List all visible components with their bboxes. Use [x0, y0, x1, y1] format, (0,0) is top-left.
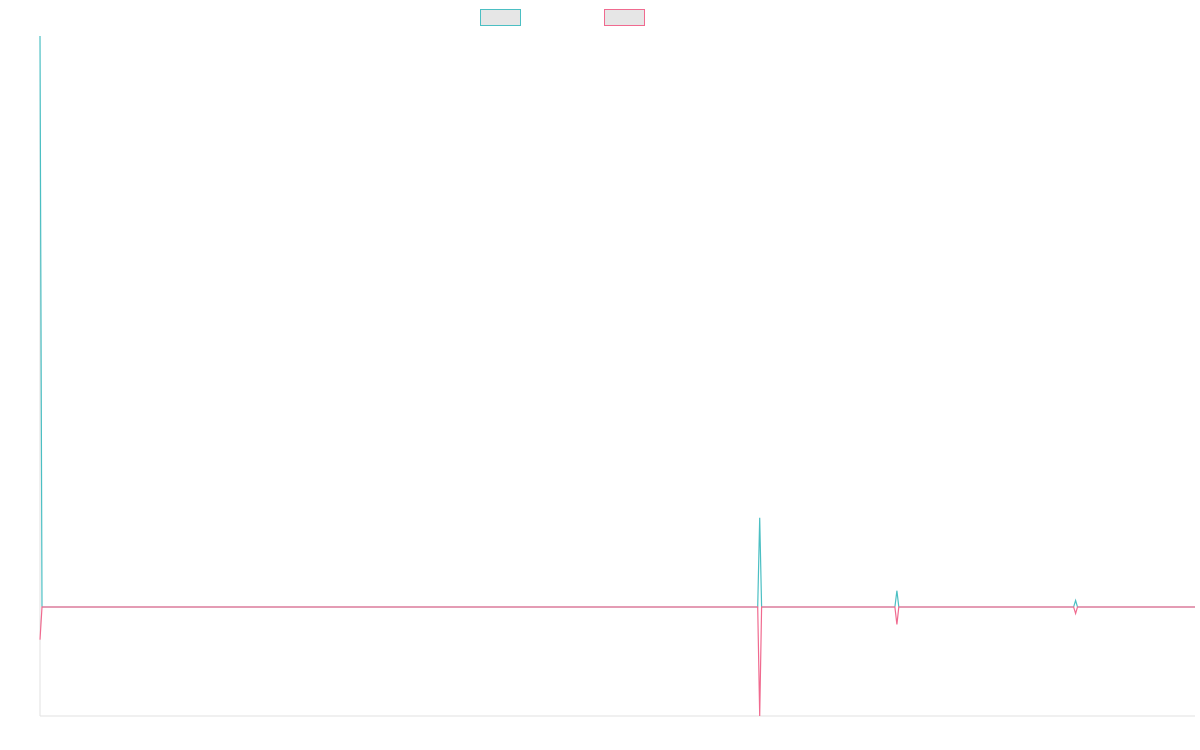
axes — [39, 36, 1195, 717]
series-line-1 — [39, 35, 1195, 608]
legend-swatch-2 — [604, 9, 645, 26]
legend-swatch-1 — [480, 9, 521, 26]
series-layer — [39, 35, 1195, 717]
series-line-2 — [39, 606, 1195, 717]
legend — [480, 9, 645, 26]
